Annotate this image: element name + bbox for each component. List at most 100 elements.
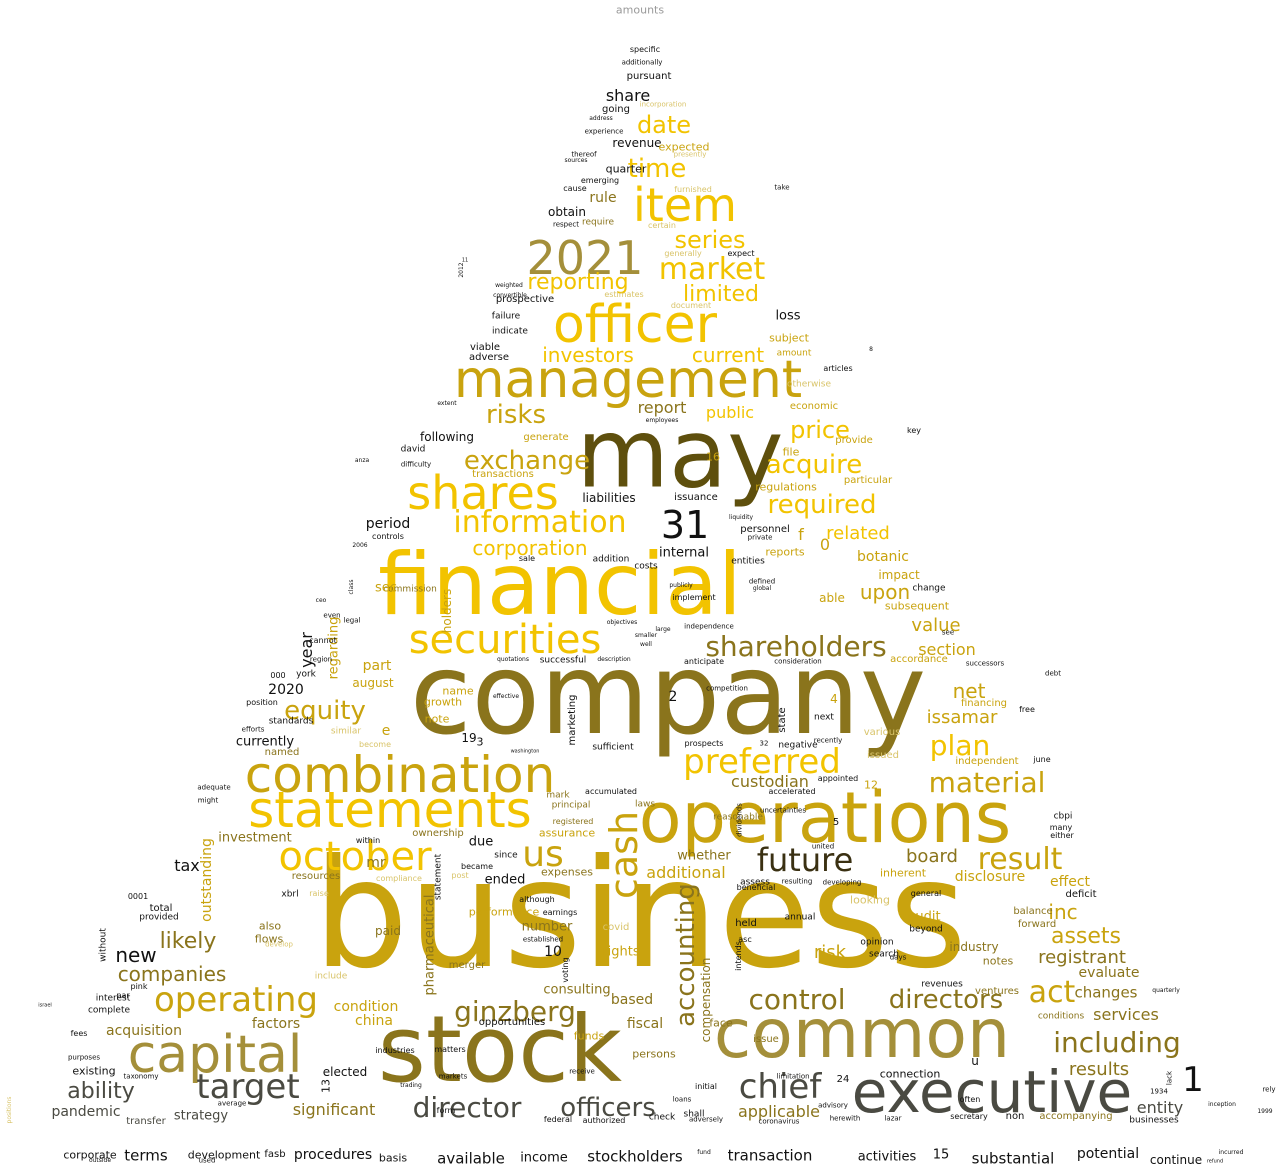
- cloud-word: expenses: [540, 865, 594, 879]
- cloud-word: services: [1093, 1005, 1159, 1024]
- cloud-word: taxonomy: [123, 1072, 159, 1081]
- cloud-word: likely: [159, 929, 217, 954]
- cloud-word: operating: [153, 980, 319, 1020]
- cloud-word: control: [748, 983, 846, 1016]
- cloud-word: evaluate: [1078, 965, 1140, 981]
- cloud-word: disclosure: [954, 869, 1026, 885]
- cloud-word: outstanding: [199, 838, 215, 922]
- cloud-word: form: [436, 1106, 456, 1115]
- cloud-word: incurred: [1218, 1149, 1244, 1156]
- cloud-word: issued: [866, 750, 900, 761]
- cloud-word: cbpi: [1053, 811, 1073, 822]
- cloud-word: strategy: [173, 1108, 229, 1124]
- cloud-word: persons: [632, 1047, 676, 1061]
- cloud-word: generally: [664, 249, 702, 258]
- cloud-word: number: [521, 919, 573, 935]
- cloud-word: check: [648, 1112, 676, 1123]
- cloud-word: adequate: [197, 783, 231, 792]
- cloud-word: accompanying: [1039, 1111, 1113, 1122]
- cloud-word: generate: [523, 432, 569, 443]
- cloud-word: growth: [423, 695, 463, 709]
- cloud-word: weighted: [495, 282, 523, 289]
- cloud-word: sufficient: [592, 742, 634, 753]
- cloud-word: ceo: [315, 597, 327, 604]
- cloud-word: certain: [648, 221, 676, 230]
- cloud-word: laws: [634, 799, 656, 810]
- cloud-word: viable: [469, 342, 501, 353]
- cloud-word: directors: [888, 985, 1004, 1015]
- cloud-word: businesses: [1129, 1115, 1179, 1126]
- cloud-word: markets: [438, 1072, 468, 1081]
- cloud-word: statements: [248, 781, 532, 839]
- cloud-word: time: [627, 154, 687, 184]
- cloud-word: ownership: [412, 828, 464, 839]
- cloud-word: companies: [117, 962, 227, 986]
- cloud-word: series: [674, 226, 746, 254]
- cloud-word: voting: [561, 957, 570, 983]
- cloud-word: purposes: [67, 1053, 101, 1062]
- cloud-word: fiscal: [626, 1016, 664, 1032]
- cloud-word: flows: [254, 932, 284, 946]
- cloud-word: ended: [484, 872, 526, 888]
- cloud-word: 4: [830, 692, 838, 706]
- cloud-word: 10: [544, 944, 562, 960]
- cloud-word: ginzberg: [454, 995, 576, 1028]
- cloud-word: merger: [448, 960, 486, 971]
- cloud-word: plan: [929, 729, 991, 762]
- cloud-word: development: [187, 1148, 261, 1162]
- cloud-word: impact: [878, 568, 920, 582]
- cloud-word: corporate: [63, 1148, 117, 1162]
- cloud-word: reasonable: [713, 812, 763, 823]
- cloud-word: emerging: [580, 176, 620, 185]
- cloud-word: fund: [697, 1149, 711, 1156]
- cloud-word: preferred: [683, 742, 841, 782]
- cloud-word: company: [409, 630, 927, 760]
- cloud-word: combination: [244, 746, 556, 804]
- cloud-word: stockholders: [587, 1147, 683, 1166]
- cloud-word: position: [246, 698, 278, 707]
- cloud-word: holders: [440, 588, 454, 634]
- cloud-word: personnel: [740, 524, 790, 535]
- cloud-word: issamar: [926, 707, 998, 728]
- cloud-word: adversely: [688, 1115, 724, 1124]
- cloud-word: 2006: [352, 542, 368, 549]
- cloud-word: currently: [235, 734, 295, 750]
- cloud-word: ventures: [975, 986, 1019, 997]
- cloud-word: require: [582, 217, 614, 228]
- cloud-word: current: [691, 343, 765, 367]
- cloud-word: shares: [407, 466, 559, 520]
- cloud-word: respect: [552, 220, 580, 229]
- cloud-word: trading: [400, 1082, 422, 1089]
- cloud-word: june: [1033, 755, 1051, 764]
- cloud-word: inception: [1208, 1101, 1236, 1108]
- cloud-word: expected: [658, 140, 710, 154]
- cloud-word: resulting: [781, 877, 813, 886]
- cloud-word: business: [313, 828, 967, 1002]
- cloud-word: thereof: [571, 150, 597, 159]
- cloud-word: acquire: [765, 450, 863, 480]
- cloud-word: financial: [378, 535, 742, 635]
- cloud-word: beyond: [909, 924, 943, 935]
- cloud-word: dividends: [735, 803, 744, 837]
- cloud-word: file: [782, 445, 800, 459]
- cloud-word: failure: [491, 311, 521, 322]
- cloud-word: within: [355, 836, 381, 845]
- cloud-word: lazar: [884, 1114, 902, 1123]
- cloud-word: estimates: [604, 290, 644, 299]
- cloud-word: related: [826, 523, 890, 544]
- cloud-word: cause: [563, 184, 587, 193]
- cloud-word: global: [752, 585, 772, 592]
- cloud-word: existing: [72, 1064, 116, 1078]
- cloud-word: face: [709, 1016, 733, 1030]
- cloud-word: target: [196, 1067, 300, 1107]
- cloud-word: indicate: [492, 326, 528, 337]
- cloud-word: earnings: [542, 908, 578, 917]
- cloud-word: receive: [569, 1067, 595, 1076]
- cloud-word: anticipate: [684, 657, 724, 666]
- cloud-word: 31: [660, 503, 710, 547]
- cloud-word: regulations: [755, 480, 817, 494]
- cloud-word: employees: [645, 417, 679, 424]
- cloud-word: material: [928, 766, 1046, 799]
- cloud-word: 15: [932, 1147, 950, 1163]
- cloud-word: also: [258, 919, 282, 933]
